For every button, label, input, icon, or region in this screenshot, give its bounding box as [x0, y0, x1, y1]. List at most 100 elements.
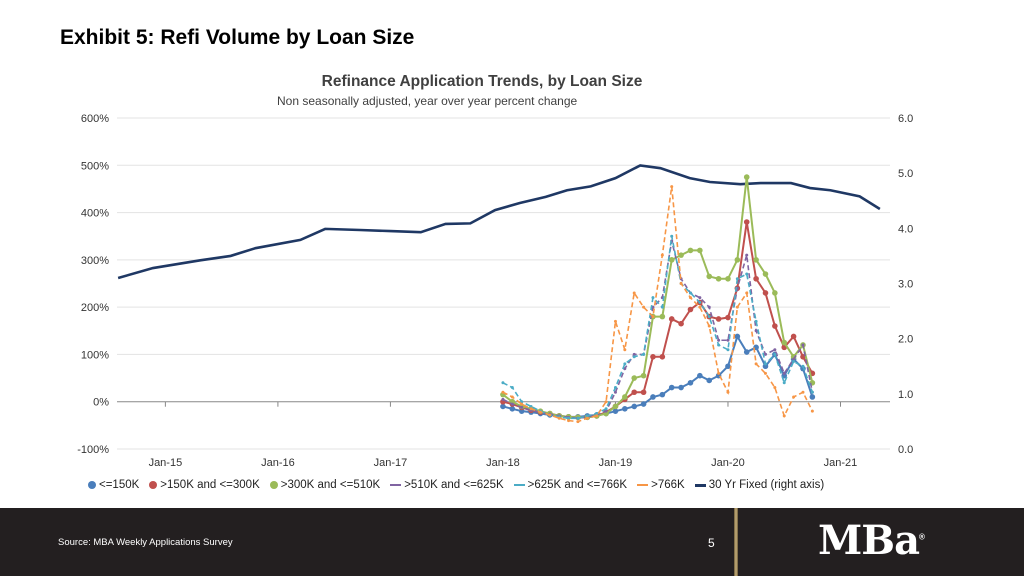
data-point: [604, 409, 608, 413]
data-point: [801, 343, 805, 347]
data-point: [754, 329, 758, 333]
data-point: [632, 291, 636, 295]
data-point: [659, 313, 666, 320]
x-axis-tick-label: Jan-18: [486, 457, 520, 469]
data-point: [782, 414, 786, 418]
exhibit-title: Exhibit 5: Refi Volume by Loan Size: [60, 26, 415, 49]
left-axis-tick-label: 400%: [81, 208, 109, 220]
data-point: [612, 408, 619, 414]
data-point: [678, 252, 684, 258]
data-point: [640, 389, 647, 396]
data-point: [707, 315, 711, 319]
data-point: [520, 405, 524, 409]
data-point: [567, 419, 571, 423]
data-point: [726, 390, 730, 394]
data-point: [668, 384, 675, 391]
data-point: [640, 401, 647, 407]
legend-swatch: [637, 484, 649, 486]
right-axis-tick-label: 2.0: [898, 334, 913, 346]
series-line-2: [502, 176, 814, 419]
data-point: [651, 296, 655, 300]
legend-swatch: [149, 481, 158, 489]
legend-item: >510K and <=625K: [390, 479, 504, 491]
data-point: [790, 333, 797, 340]
series-line-0: [502, 334, 814, 418]
left-axis-tick-label: 0%: [93, 397, 109, 409]
data-point: [688, 296, 692, 300]
series-line-1: [502, 221, 814, 419]
legend-label: 30 Yr Fixed (right axis): [708, 479, 825, 491]
data-point: [623, 348, 627, 352]
data-point: [753, 257, 759, 263]
legend-label: >510K and <=625K: [404, 479, 504, 491]
data-point: [678, 384, 684, 391]
data-point: [688, 291, 692, 295]
data-point: [801, 364, 805, 368]
data-point: [632, 355, 636, 359]
data-point: [698, 296, 702, 300]
data-point: [520, 402, 524, 406]
data-point: [642, 305, 646, 309]
data-point: [809, 394, 816, 400]
x-axis-tick-label: Jan-17: [374, 457, 408, 469]
legend-item: >625K and <=766K: [513, 479, 627, 491]
page-number: 5: [708, 536, 715, 550]
data-point: [735, 305, 739, 309]
data-point: [651, 315, 655, 319]
data-point: [772, 290, 778, 296]
data-point: [612, 403, 619, 410]
data-point: [734, 333, 741, 340]
data-point: [678, 320, 684, 327]
left-axis-tick-label: 100%: [81, 349, 109, 361]
data-point: [557, 416, 561, 420]
data-point: [743, 219, 750, 225]
data-point: [660, 253, 664, 257]
legend-label: <=150K: [99, 479, 140, 491]
chart-subtitle: Non seasonally adjusted, year over year …: [277, 94, 578, 108]
data-point: [782, 381, 786, 385]
data-point: [706, 273, 713, 280]
legend-item: 30 Yr Fixed (right axis): [694, 479, 825, 491]
data-point: [613, 390, 617, 394]
data-point: [792, 395, 796, 399]
data-point: [585, 414, 589, 418]
data-point: [510, 395, 514, 399]
data-point: [697, 372, 703, 379]
data-point: [632, 352, 636, 356]
data-point: [717, 338, 721, 342]
data-point: [762, 363, 769, 370]
x-axis-tick-label: Jan-19: [599, 457, 633, 469]
rate-line-30yr-fixed: [117, 164, 881, 280]
data-point: [687, 306, 694, 313]
data-point: [510, 386, 514, 390]
refi-chart: -100% 0% 100% 200% 300% 400% 500% 600% 0.0 1.0 2.0…: [77, 113, 913, 469]
series-line-5: [502, 186, 814, 423]
data-point: [762, 271, 769, 277]
data-point: [613, 386, 617, 390]
data-point: [707, 305, 711, 309]
data-point: [687, 247, 694, 254]
data-point: [698, 300, 702, 304]
data-point: [754, 319, 758, 323]
data-point: [706, 377, 713, 384]
data-point: [679, 282, 683, 285]
data-point: [668, 316, 675, 322]
data-point: [595, 414, 599, 418]
data-point: [717, 371, 721, 375]
data-point: [520, 400, 524, 404]
data-point: [781, 339, 788, 346]
data-point: [613, 319, 617, 323]
data-point: [725, 363, 731, 370]
data-point: [743, 174, 750, 180]
mba-logo: MBa®: [818, 517, 925, 564]
data-point: [726, 348, 730, 352]
gold-divider: [734, 508, 738, 576]
series-line-4: [502, 236, 814, 420]
data-point: [810, 390, 814, 394]
legend-swatch: [694, 483, 706, 487]
data-point: [762, 290, 769, 296]
data-point: [735, 277, 739, 281]
right-axis-tick-label: 1.0: [898, 389, 913, 401]
data-point: [576, 416, 580, 420]
data-point: [745, 253, 749, 257]
